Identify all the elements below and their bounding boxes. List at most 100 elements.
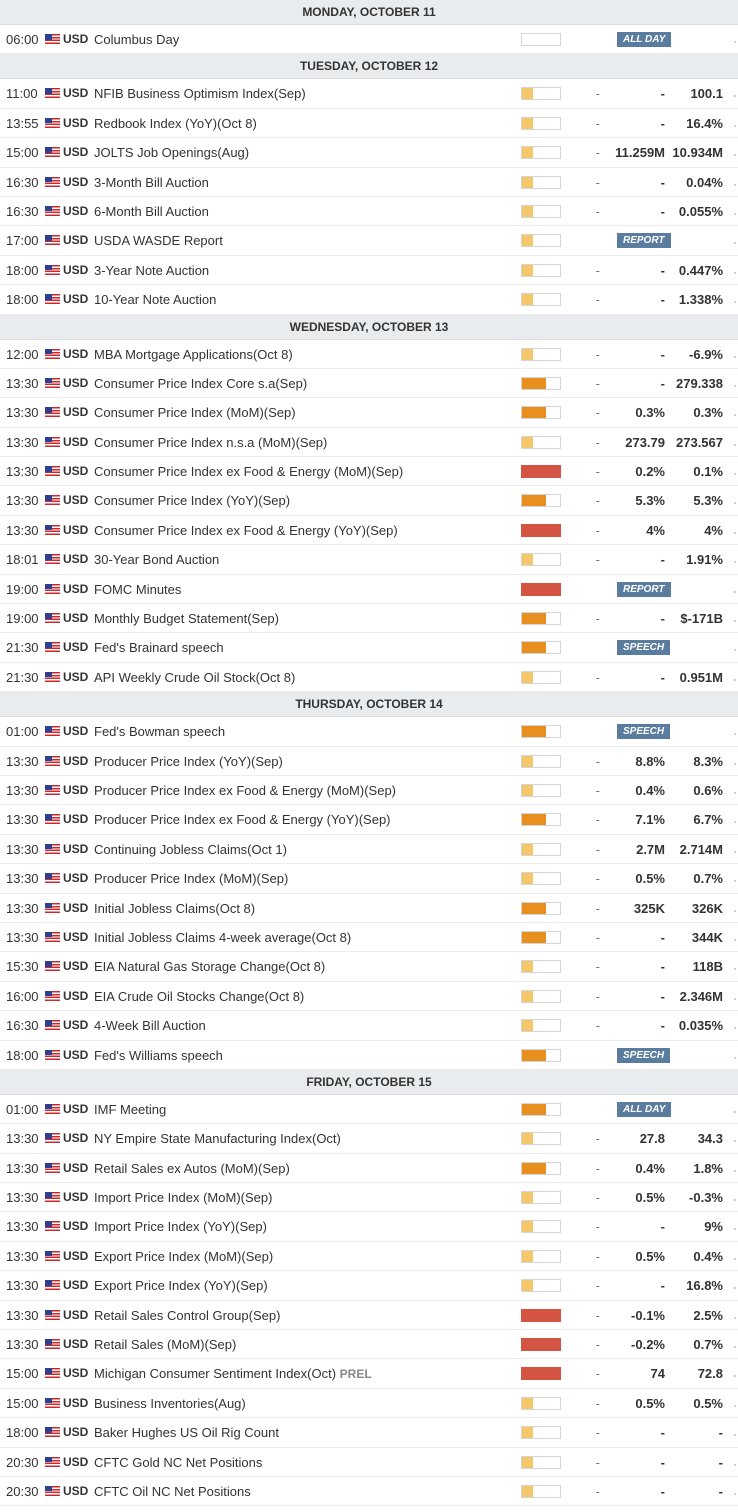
event-row[interactable]: 21:30 USD Fed's Brainard speech SPEECH xyxy=(0,633,738,663)
event-row[interactable]: 13:30 USD Producer Price Index (YoY)(Sep) -… xyxy=(0,746,738,776)
event-row[interactable]: 19:00 USD Monthly Budget Statement(Sep) - - $… xyxy=(0,604,738,634)
event-name-link[interactable]: API Weekly Crude Oil Stock(Oct 8) xyxy=(94,670,295,685)
event-name-link[interactable]: Export Price Index (YoY)(Sep) xyxy=(94,1278,268,1293)
event-row[interactable]: 18:00 USD 3-Year Note Auction - -0.447% xyxy=(0,255,738,286)
event-row[interactable]: 01:00 USD IMF Meeting ALL DAY xyxy=(0,1094,738,1125)
impact-fill xyxy=(522,235,533,247)
event-row[interactable]: 13:30 USD Producer Price Index (MoM)(Sep) -… xyxy=(0,864,738,894)
event-row[interactable]: 18:01 USD 30-Year Bond Auction - - 1.91% xyxy=(0,545,738,575)
event-name-link[interactable]: NY Empire State Manufacturing Index(Oct) xyxy=(94,1131,341,1146)
event-row[interactable]: 13:30 USD Initial Jobless Claims(Oct 8) - 32… xyxy=(0,893,738,923)
event-name-link[interactable]: Retail Sales Control Group(Sep) xyxy=(94,1308,280,1323)
event-row[interactable]: 13:30 USD Import Price Index (YoY)(Sep) - - 9… xyxy=(0,1212,738,1242)
event-row[interactable]: 13:30 USD Continuing Jobless Claims(Oct 1)… xyxy=(0,834,738,865)
event-row[interactable]: 18:00 USD 10-Year Note Auction - -1.338% xyxy=(0,285,738,315)
event-name-link[interactable]: CFTC Gold NC Net Positions xyxy=(94,1455,262,1470)
event-row[interactable]: 13:30 USD Producer Price Index ex Food & E… xyxy=(0,805,738,835)
event-row[interactable]: 13:30 USD Import Price Index (MoM)(Sep) -0.… xyxy=(0,1183,738,1213)
event-name-link[interactable]: FOMC Minutes xyxy=(94,582,181,597)
event-name-link[interactable]: Initial Jobless Claims 4-week average(Oc… xyxy=(94,930,351,945)
event-row[interactable]: 17:00 USD USDA WASDE Report REPORT xyxy=(0,226,738,256)
event-name-link[interactable]: Retail Sales ex Autos (MoM)(Sep) xyxy=(94,1161,290,1176)
event-name-link[interactable]: 4-Week Bill Auction xyxy=(94,1018,206,1033)
event-row[interactable]: 19:00 USD FOMC Minutes REPORT xyxy=(0,574,738,605)
event-row[interactable]: 16:30 USD 6-Month Bill Auction - -0.055% xyxy=(0,196,738,227)
event-name-link[interactable]: Consumer Price Index n.s.a (MoM)(Sep) xyxy=(94,435,327,450)
event-row[interactable]: 15:00 USD Business Inventories(Aug) - 0.5% 0.… xyxy=(0,1388,738,1419)
event-row[interactable]: 13:30 USD Export Price Index (YoY)(Sep) - - 1… xyxy=(0,1271,738,1301)
event-row[interactable]: 20:30 USD CFTC Gold NC Net Positions - - - xyxy=(0,1447,738,1477)
currency-code: USD xyxy=(63,1337,89,1352)
event-name-link[interactable]: Consumer Price Index ex Food & Energy (M… xyxy=(94,464,403,479)
event-name-link[interactable]: Producer Price Index (MoM)(Sep) xyxy=(94,871,288,886)
consensus-value: - xyxy=(660,988,665,1004)
event-name-link[interactable]: Initial Jobless Claims(Oct 8) xyxy=(94,901,255,916)
event-row[interactable]: 13:30 USD Consumer Price Index ex Food & E… xyxy=(0,515,738,546)
event-row[interactable]: 15:30 USD EIA Natural Gas Storage Change(O… xyxy=(0,952,738,982)
event-row[interactable]: 20:30 USD CFTC Oil NC Net Positions - - - xyxy=(0,1476,738,1507)
impact-fill xyxy=(522,613,546,625)
event-name-link[interactable]: CFTC Oil NC Net Positions xyxy=(94,1484,251,1499)
event-row[interactable]: 18:00 USD Baker Hughes US Oil Rig Count - - - xyxy=(0,1418,738,1448)
event-row[interactable]: 13:55 USD Redbook Index (YoY)(Oct 8) - - 16.4… xyxy=(0,108,738,139)
event-name-link[interactable]: Consumer Price Index (YoY)(Sep) xyxy=(94,493,290,508)
event-row[interactable]: 13:30 USD Consumer Price Index n.s.a (MoM)… xyxy=(0,427,738,458)
event-name-link[interactable]: Baker Hughes US Oil Rig Count xyxy=(94,1425,279,1440)
event-row[interactable]: 13:30 USD Export Price Index (MoM)(Sep) - 0.… xyxy=(0,1241,738,1272)
event-row[interactable]: 13:30 USD Consumer Price Index Core s.a(Se… xyxy=(0,368,738,399)
event-name-link[interactable]: JOLTS Job Openings(Aug) xyxy=(94,145,249,160)
event-name-link[interactable]: MBA Mortgage Applications(Oct 8) xyxy=(94,347,293,362)
event-name-link[interactable]: Producer Price Index (YoY)(Sep) xyxy=(94,754,283,769)
previous-value: 34.3 xyxy=(697,1131,723,1147)
event-name-link[interactable]: Consumer Price Index ex Food & Energy (Y… xyxy=(94,523,398,538)
event-row[interactable]: 13:30 USD Consumer Price Index ex Food & E… xyxy=(0,457,738,487)
event-row[interactable]: 13:30 USD Retail Sales Control Group(Sep) -… xyxy=(0,1300,738,1331)
event-name-link[interactable]: Business Inventories(Aug) xyxy=(94,1396,246,1411)
event-row[interactable]: 01:00 USD Fed's Bowman speech SPEECH xyxy=(0,717,738,747)
event-name-link[interactable]: Retail Sales (MoM)(Sep) xyxy=(94,1337,236,1352)
event-name-link[interactable]: 30-Year Bond Auction xyxy=(94,552,219,567)
event-name-link[interactable]: Import Price Index (MoM)(Sep) xyxy=(94,1190,272,1205)
event-name-link[interactable]: Export Price Index (MoM)(Sep) xyxy=(94,1249,273,1264)
event-row[interactable]: 13:30 USD NY Empire State Manufacturing In… xyxy=(0,1124,738,1154)
event-row[interactable]: 15:00 USD JOLTS Job Openings(Aug) -11.259M 1… xyxy=(0,138,738,168)
event-name-link[interactable]: 3-Month Bill Auction xyxy=(94,175,209,190)
event-row[interactable]: 16:00 USD EIA Crude Oil Stocks Change(Oct … xyxy=(0,981,738,1012)
event-row[interactable]: 13:30 USD Consumer Price Index (YoY)(Sep) -… xyxy=(0,486,738,516)
event-name-link[interactable]: Michigan Consumer Sentiment Index(Oct) P… xyxy=(94,1366,372,1381)
event-name-link[interactable]: Continuing Jobless Claims(Oct 1) xyxy=(94,842,287,857)
event-name-link[interactable]: USDA WASDE Report xyxy=(94,233,223,248)
event-name-link[interactable]: 3-Year Note Auction xyxy=(94,263,209,278)
event-name-link[interactable]: EIA Crude Oil Stocks Change(Oct 8) xyxy=(94,989,304,1004)
event-name-link[interactable]: Fed's Bowman speech xyxy=(94,724,225,739)
event-name-link[interactable]: Monthly Budget Statement(Sep) xyxy=(94,611,279,626)
event-name-link[interactable]: IMF Meeting xyxy=(94,1102,166,1117)
event-name-link[interactable]: Columbus Day xyxy=(94,32,179,47)
event-name-link[interactable]: Import Price Index (YoY)(Sep) xyxy=(94,1219,267,1234)
event-row[interactable]: 21:30 USD API Weekly Crude Oil Stock(Oct 8… xyxy=(0,662,738,693)
event-row[interactable]: 16:30 USD 3-Month Bill Auction - - 0.04% xyxy=(0,167,738,197)
event-name-link[interactable]: Redbook Index (YoY)(Oct 8) xyxy=(94,116,257,131)
event-row[interactable]: 13:30 USD Retail Sales ex Autos (MoM)(Sep)… xyxy=(0,1153,738,1184)
event-name-link[interactable]: Fed's Brainard speech xyxy=(94,640,224,655)
event-row[interactable]: 18:00 USD Fed's Williams speech SPEECH xyxy=(0,1040,738,1070)
event-row[interactable]: 06:00 USD Columbus Day ALL DAY xyxy=(0,25,738,55)
event-name-link[interactable]: Consumer Price Index Core s.a(Sep) xyxy=(94,376,307,391)
event-name-link[interactable]: NFIB Business Optimism Index(Sep) xyxy=(94,86,306,101)
event-name-link[interactable]: Producer Price Index ex Food & Energy (Y… xyxy=(94,812,391,827)
event-row[interactable]: 13:30 USD Initial Jobless Claims 4-week av… xyxy=(0,922,738,953)
event-row[interactable]: 13:30 USD Producer Price Index ex Food & E… xyxy=(0,775,738,806)
event-row[interactable]: 16:30 USD 4-Week Bill Auction - -0.035% xyxy=(0,1011,738,1041)
event-name-link[interactable]: 6-Month Bill Auction xyxy=(94,204,209,219)
event-name-link[interactable]: EIA Natural Gas Storage Change(Oct 8) xyxy=(94,959,325,974)
event-name-link[interactable]: Producer Price Index ex Food & Energy (M… xyxy=(94,783,396,798)
event-row[interactable]: 15:00 USD Michigan Consumer Sentiment Inde… xyxy=(0,1359,738,1389)
event-row[interactable]: 13:30 USD Retail Sales (MoM)(Sep) - -0.2% 0.7… xyxy=(0,1330,738,1360)
event-row[interactable]: 13:30 USD Consumer Price Index (MoM)(Sep) -… xyxy=(0,398,738,428)
event-row[interactable]: 11:00 USD NFIB Business Optimism Index(Sep… xyxy=(0,79,738,109)
event-row[interactable]: 12:00 USD MBA Mortgage Applications(Oct 8)… xyxy=(0,339,738,369)
event-name-link[interactable]: Consumer Price Index (MoM)(Sep) xyxy=(94,405,296,420)
event-name-link[interactable]: 10-Year Note Auction xyxy=(94,292,216,307)
event-name-link[interactable]: Fed's Williams speech xyxy=(94,1048,223,1063)
